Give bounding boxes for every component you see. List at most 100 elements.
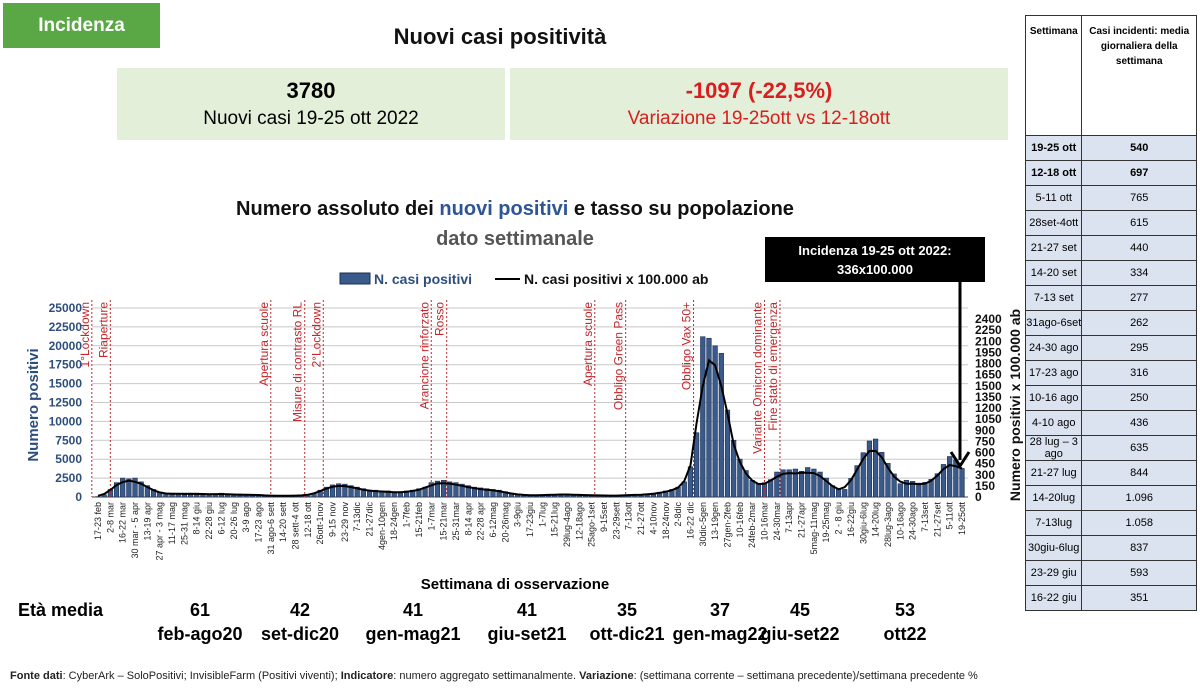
y-tick-label: 2500 [55,471,82,485]
table-cell-cases: 1.058 [1081,510,1197,536]
footer-bold: Indicatore [340,670,394,682]
x-tick-label: 27gen-2feb [722,502,732,548]
table-row: 14-20 set 334 [1024,260,1197,286]
x-tick-label: 13-19 apr [142,502,152,541]
x-tick-label: 15-21feb [414,502,424,538]
y2-tick-label: 750 [975,434,995,448]
table-row: 4-10 ago 436 [1024,410,1197,436]
table-row: 10-16 ago 250 [1024,385,1197,411]
x-tick-label: 30giu-6lug [858,502,868,544]
y-tick-label: 25000 [49,301,83,315]
x-tick-label: 25-31mar [451,502,461,541]
y2-tick-label: 600 [975,446,995,460]
event-label: Fine stato di emergenza [766,302,780,431]
bar [416,488,422,498]
event-label: 2°Lockdown [309,302,323,368]
table-row: 21-27 lug 844 [1024,460,1197,486]
table-cell-week: 14-20lug [1024,485,1083,511]
x-tick-label: 10-16feb [735,502,745,538]
x-tick-label: 12-18 ott [303,502,313,538]
x-tick-label: 17-23giu [525,502,535,537]
footer-source: Fonte dati: CyberArk – SoloPositivi; Inv… [10,670,978,682]
chart-title: Numero assoluto dei nuovi positivi e tas… [0,198,1030,221]
incidence-annotation: Incidenza 19-25 ott 2022: 336x100.000 [765,237,985,282]
y2-tick-label: 1350 [975,390,1002,404]
bar [354,486,360,498]
table-cell-cases: 436 [1081,410,1197,436]
new-cases-card: 3780 Nuovi casi 19-25 ott 2022 [117,68,505,140]
eta-media-value: 53 [894,600,916,620]
table-row: 5-11 ott 765 [1024,185,1197,211]
bar [336,483,342,498]
x-tick-label: 21-27apr [797,502,807,538]
table-header-week: Settimana [1024,15,1083,136]
legend-bar-swatch [339,272,371,285]
table-cell-cases: 277 [1081,285,1197,311]
x-tick-label: 8-14 apr [463,502,473,536]
bar [755,483,761,498]
y-tick-label: 22500 [49,320,83,334]
per100k-line [97,358,963,497]
y2-axis-title: Numero positivi x 100.000 ab [1007,309,1023,501]
table-row: 28 lug – 3 ago 635 [1024,435,1197,461]
y-tick-label: 15000 [49,377,83,391]
x-tick-label: 7-13set [920,502,930,533]
bars [95,336,965,498]
x-tick-label: 10-16mar [760,502,770,541]
bar [910,481,916,498]
table-cell-week: 7-13lug [1024,510,1083,536]
x-tick-label: 16-22 mar [118,502,128,543]
table-cell-week: 7-13 set [1024,285,1083,311]
x-tick-label: 1-7lug [537,502,547,527]
event-label: Rosso [433,302,447,336]
footer-text: : CyberArk – SoloPositivi; InvisibleFarm… [62,670,341,682]
y2-tick-label: 0 [975,490,982,504]
bar [811,468,817,498]
table-cell-cases: 351 [1081,585,1197,611]
bar [805,467,811,498]
footer-bold: Variazione [579,670,634,682]
y2-tick-label: 1950 [975,345,1002,359]
bar [718,353,724,498]
new-cases-value: 3780 [286,78,336,103]
table-header-cases: Casi incidenti: media giornaliera della … [1081,15,1197,136]
table-cell-week: 5-11 ott [1024,185,1083,211]
eta-media-period: gen-mag21 [365,624,461,644]
eta-media-value: 35 [616,600,638,620]
bar [496,489,502,498]
x-tick-label: 9-15 nov [328,502,338,538]
x-tick-label: 31 ago-6 sett [266,502,276,555]
x-tick-label: 8-14 giu [192,502,202,535]
x-tick-label: 6-12mag [488,502,498,538]
bar [712,345,718,498]
x-tick-label: 22-28 apr [476,502,486,541]
y2-tick-label: 1800 [975,357,1002,371]
bar [132,477,138,498]
table-cell-cases: 262 [1081,310,1197,336]
bar [823,477,829,498]
y2-tick-label: 1200 [975,401,1002,415]
x-tick-label: 15-21mar [439,502,449,541]
x-tick-label: 18-24gen [389,502,399,540]
event-label: Obbligo Green Pass [612,302,626,410]
event-label: 1°Lockdown [78,302,92,368]
event-label: Riaperture [96,302,110,358]
x-tick-label: 27 apr - 3 mag [155,502,165,561]
eta-media-label: Età media [18,600,104,620]
x-tick-label: 21-27set [932,502,942,538]
table-cell-cases: 615 [1081,210,1197,236]
bar [743,470,749,498]
incidenza-tab[interactable]: Incidenza [3,3,160,48]
x-tick-label: 2-8 mar [105,502,115,533]
table-cell-week: 28set-4ott [1024,210,1083,236]
eta-media-period: feb-ago20 [157,624,243,644]
event-label: Variante Omicron dominante [751,302,765,454]
event-label: Apertura scuole [257,302,271,386]
x-tick-label: 4-10nov [648,502,658,535]
annotation-line2: 336x100.000 [837,262,913,277]
table-row: 16-22 giu 351 [1024,585,1197,611]
x-tick-label: 6-12 lug [216,502,226,535]
y2-tick-label: 150 [975,479,995,493]
x-tick-label: 17-23 ago [253,502,263,543]
